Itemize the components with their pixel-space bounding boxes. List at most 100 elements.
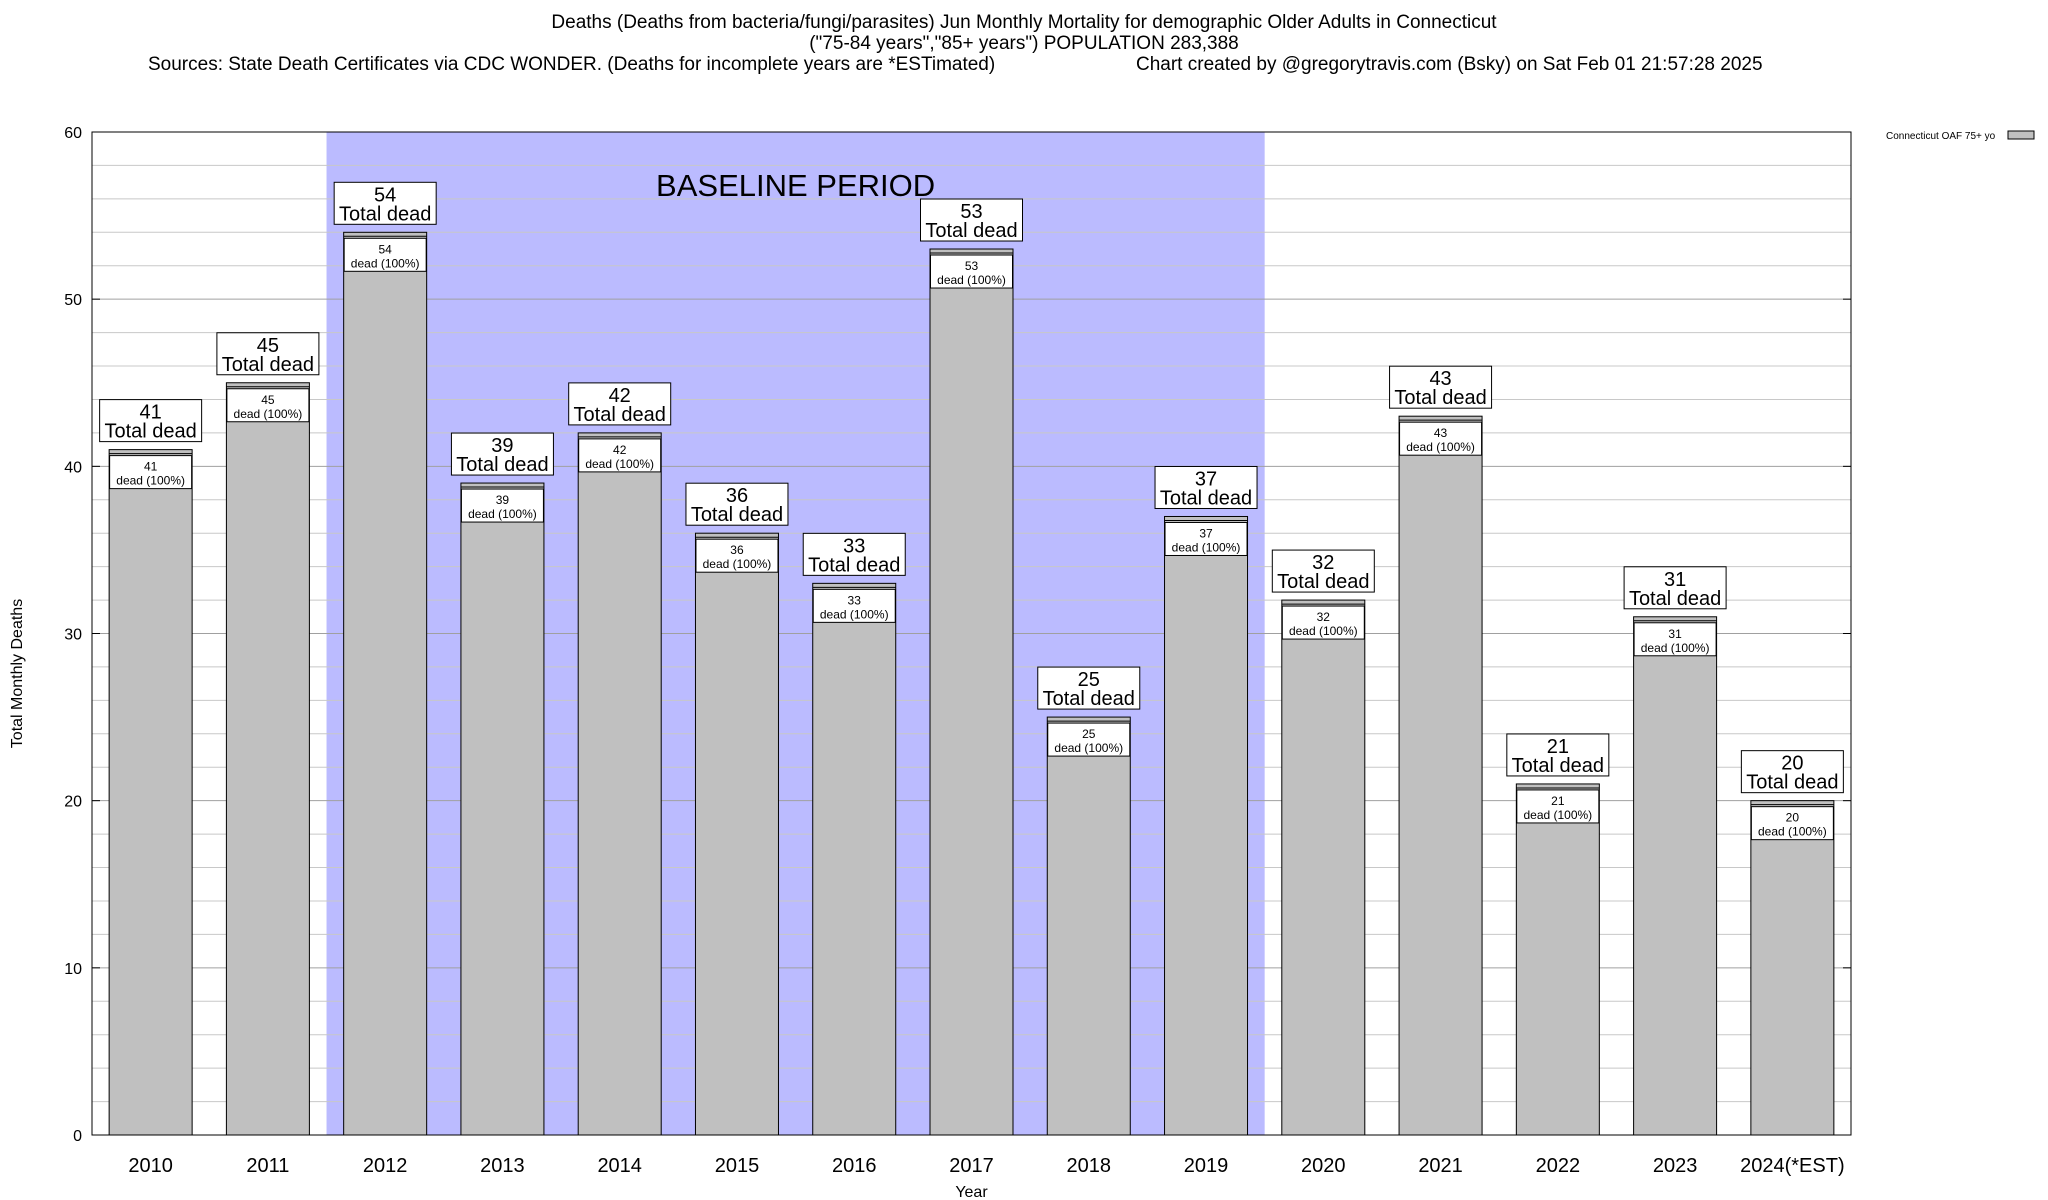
total-label-text: Total dead bbox=[925, 220, 1017, 242]
total-label-value: 45 bbox=[257, 335, 279, 357]
total-label-value: 39 bbox=[491, 435, 513, 457]
total-label-value: 41 bbox=[140, 402, 162, 424]
inner-label-value: 41 bbox=[144, 460, 158, 474]
x-tick-label: 2023 bbox=[1653, 1155, 1698, 1177]
inner-label-percent: dead (100%) bbox=[1054, 741, 1123, 755]
bar bbox=[577, 432, 662, 1136]
inner-label-value: 20 bbox=[1786, 811, 1800, 825]
bar bbox=[225, 382, 310, 1136]
total-label-box bbox=[685, 482, 789, 526]
bar bbox=[1164, 515, 1249, 1136]
inner-label-percent: dead (100%) bbox=[1641, 641, 1710, 655]
y-tick-label: 10 bbox=[64, 961, 82, 978]
inner-label-box bbox=[695, 538, 779, 573]
total-label-value: 21 bbox=[1547, 736, 1569, 758]
x-tick-label: 2011 bbox=[246, 1155, 289, 1177]
inner-label-value: 33 bbox=[848, 593, 862, 607]
total-label-box bbox=[1154, 465, 1258, 509]
total-label-text: Total dead bbox=[104, 421, 196, 443]
total-label-text: Total dead bbox=[691, 504, 783, 526]
x-axis-title: Year bbox=[955, 1184, 988, 1200]
bar bbox=[1515, 783, 1600, 1136]
total-label-text: Total dead bbox=[1629, 588, 1721, 610]
chart-subtitle: ("75-84 years","85+ years") POPULATION 2… bbox=[809, 33, 1239, 54]
inner-label-box bbox=[1164, 521, 1248, 556]
total-label-value: 20 bbox=[1781, 753, 1803, 775]
total-label-text: Total dead bbox=[574, 404, 666, 426]
total-label-text: Total dead bbox=[222, 354, 314, 376]
y-tick-label: 60 bbox=[64, 125, 82, 142]
inner-label-box bbox=[812, 588, 896, 623]
inner-label-value: 31 bbox=[1668, 627, 1682, 641]
total-label-text: Total dead bbox=[1512, 755, 1604, 777]
total-label-text: Total dead bbox=[339, 203, 431, 225]
inner-label-percent: dead (100%) bbox=[1406, 440, 1475, 454]
inner-label-percent: dead (100%) bbox=[585, 457, 654, 471]
bar bbox=[460, 482, 545, 1136]
total-label-value: 33 bbox=[843, 535, 865, 557]
inner-label-value: 37 bbox=[1199, 526, 1213, 540]
x-tick-label: 2013 bbox=[480, 1155, 525, 1177]
total-label-box bbox=[1271, 549, 1375, 593]
total-label-value: 42 bbox=[609, 385, 631, 407]
inner-label-percent: dead (100%) bbox=[703, 557, 772, 571]
total-label-box bbox=[568, 382, 672, 426]
x-tick-label: 2020 bbox=[1301, 1155, 1346, 1177]
x-tick-label: 2019 bbox=[1184, 1155, 1229, 1177]
total-label-text: Total dead bbox=[1394, 387, 1486, 409]
total-label-value: 54 bbox=[374, 184, 396, 206]
inner-label-percent: dead (100%) bbox=[468, 507, 537, 521]
bar bbox=[1398, 415, 1483, 1136]
inner-label-percent: dead (100%) bbox=[351, 256, 420, 270]
inner-label-box bbox=[460, 488, 544, 523]
legend-swatch bbox=[2007, 130, 2035, 140]
total-label-text: Total dead bbox=[456, 454, 548, 476]
bar bbox=[108, 449, 193, 1136]
inner-label-value: 43 bbox=[1434, 426, 1448, 440]
inner-label-box bbox=[226, 388, 310, 423]
total-label-value: 32 bbox=[1312, 552, 1334, 574]
x-tick-label: 2010 bbox=[128, 1155, 173, 1177]
inner-label-percent: dead (100%) bbox=[1523, 808, 1592, 822]
inner-label-value: 21 bbox=[1551, 794, 1565, 808]
inner-label-value: 32 bbox=[1317, 610, 1331, 624]
inner-label-box bbox=[578, 438, 662, 473]
inner-label-box bbox=[1516, 789, 1600, 824]
inner-label-value: 25 bbox=[1082, 727, 1096, 741]
bar bbox=[1046, 716, 1131, 1136]
x-tick-label: 2024(*EST) bbox=[1740, 1155, 1845, 1177]
y-axis-title: Total Monthly Deaths bbox=[9, 599, 26, 748]
total-label-text: Total dead bbox=[1277, 571, 1369, 593]
legend-label: Connecticut OAF 75+ yo bbox=[1886, 131, 1996, 142]
inner-label-percent: dead (100%) bbox=[1172, 540, 1241, 554]
total-label-value: 43 bbox=[1429, 368, 1451, 390]
x-tick-label: 2017 bbox=[949, 1155, 994, 1177]
total-label-value: 31 bbox=[1664, 569, 1686, 591]
inner-label-percent: dead (100%) bbox=[116, 474, 185, 488]
bar bbox=[1281, 599, 1366, 1136]
inner-label-box bbox=[1633, 622, 1717, 657]
axes: 0 10 20 30 40 50 60 2010 2011 2012 2013 2014 2015 201… bbox=[9, 125, 1851, 1200]
y-tick-label: 30 bbox=[64, 627, 82, 644]
y-tick-label: 0 bbox=[73, 1128, 82, 1145]
inner-label-percent: dead (100%) bbox=[937, 273, 1006, 287]
x-tick-label: 2015 bbox=[715, 1155, 760, 1177]
total-label-text: Total dead bbox=[1160, 487, 1252, 509]
total-label-text: Total dead bbox=[808, 554, 900, 576]
bar bbox=[694, 532, 779, 1136]
inner-label-value: 45 bbox=[261, 393, 275, 407]
total-label-text: Total dead bbox=[1043, 688, 1135, 710]
total-label-box bbox=[216, 332, 320, 376]
total-label-value: 36 bbox=[726, 485, 748, 507]
inner-label-value: 36 bbox=[730, 543, 744, 557]
inner-label-box bbox=[1750, 806, 1834, 841]
total-label-box bbox=[1623, 566, 1727, 610]
total-label-value: 25 bbox=[1078, 669, 1100, 691]
y-tick-label: 50 bbox=[64, 292, 82, 309]
inner-label-percent: dead (100%) bbox=[820, 607, 889, 621]
bar bbox=[929, 248, 1014, 1136]
inner-label-box bbox=[1281, 605, 1365, 640]
chart-sources: Sources: State Death Certificates via CD… bbox=[148, 54, 996, 75]
y-tick-label: 40 bbox=[64, 459, 82, 476]
